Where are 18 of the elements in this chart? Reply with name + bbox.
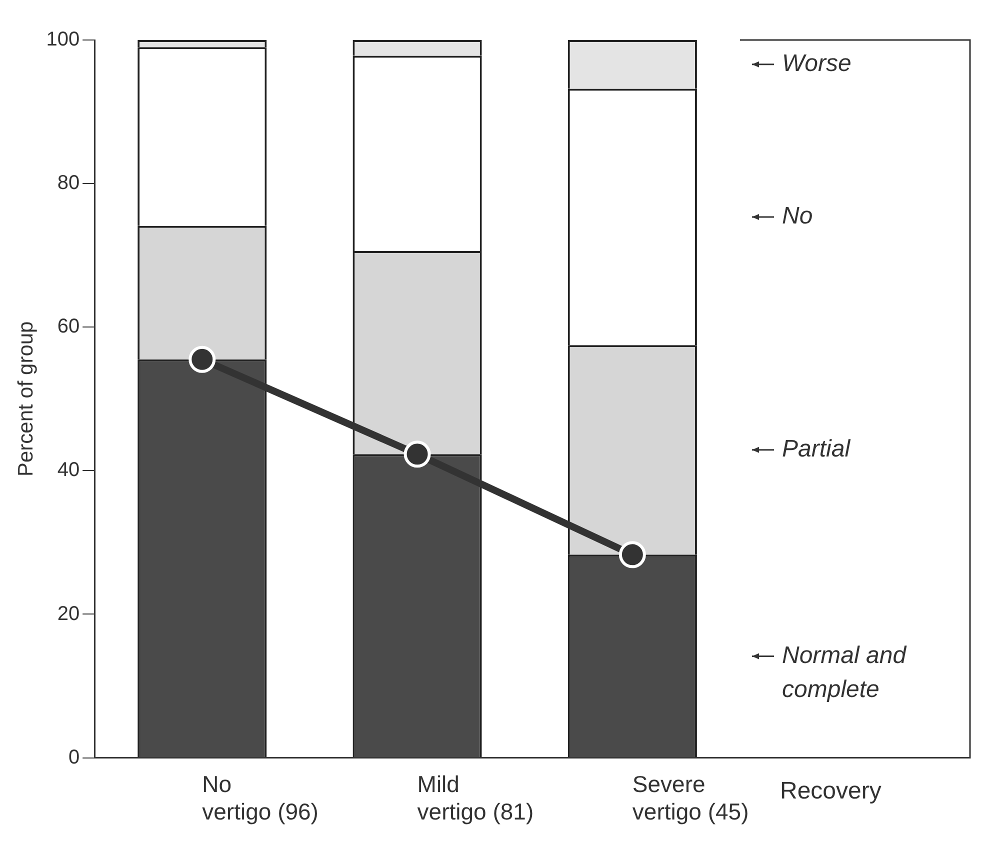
y-axis-title: Percent of group: [14, 321, 38, 477]
y-tick-label: 20: [57, 602, 80, 625]
x-tick-label: Mild vertigo (81): [417, 770, 534, 825]
point: [404, 440, 431, 468]
point: [618, 541, 646, 568]
y-tick-label: 100: [46, 28, 80, 51]
text: Worse: [782, 50, 852, 78]
legend-title: Recovery: [780, 777, 882, 804]
text: Normal and complete: [782, 642, 907, 703]
x-tick-label: No vertigo (96): [202, 770, 318, 825]
y-tick-label: 60: [57, 316, 80, 338]
y-tick-label: 0: [68, 746, 80, 768]
y-tick-label: 40: [57, 459, 80, 482]
y-tick-label: 80: [57, 172, 80, 194]
x-tick-label: Severe vertigo (45): [632, 770, 749, 825]
text: No: [782, 202, 813, 230]
text: Partial: [782, 436, 851, 463]
point: [188, 346, 216, 373]
